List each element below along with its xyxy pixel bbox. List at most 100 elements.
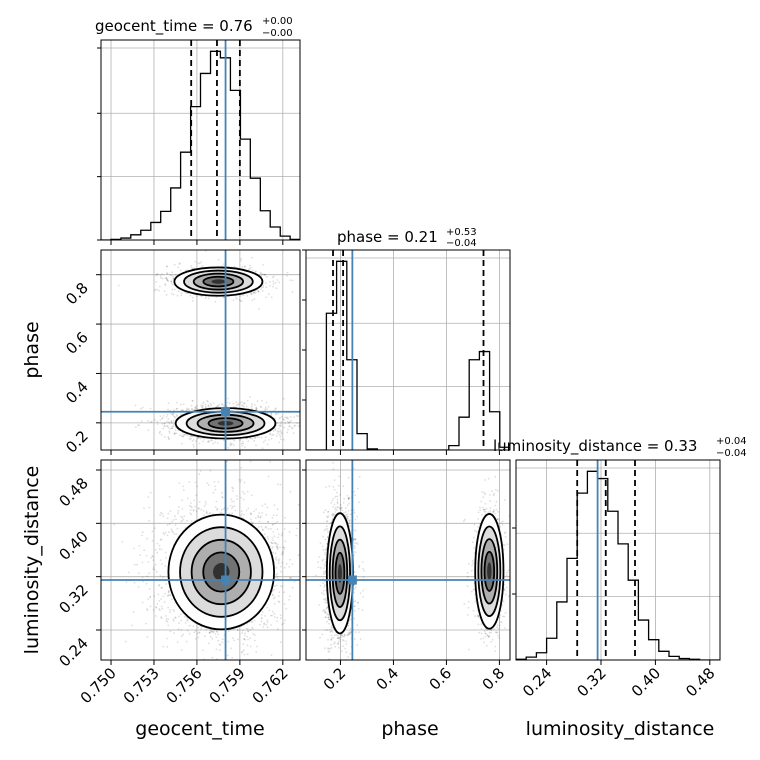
sample-point — [181, 432, 184, 434]
sample-point — [243, 481, 246, 484]
sample-point — [232, 487, 235, 490]
sample-point — [169, 609, 171, 611]
sample-point — [276, 528, 279, 531]
sample-point — [302, 427, 304, 429]
sample-point — [203, 437, 206, 440]
sample-point — [171, 422, 173, 425]
sample-point — [249, 437, 252, 440]
sample-point — [141, 531, 144, 534]
sample-point — [292, 432, 295, 435]
sample-point — [274, 408, 277, 410]
sample-point — [171, 412, 174, 415]
sample-point — [240, 514, 243, 517]
sample-point — [289, 558, 291, 561]
sample-point — [194, 481, 197, 484]
sample-point — [204, 635, 206, 638]
sample-point — [166, 279, 169, 282]
sample-point — [286, 274, 288, 277]
sample-point — [249, 645, 252, 648]
sample-point — [232, 402, 235, 405]
sample-point — [250, 513, 253, 516]
sample-point — [201, 265, 204, 268]
sample-point — [160, 433, 163, 436]
sample-point — [158, 583, 161, 586]
sample-point — [207, 404, 210, 406]
sample-point — [185, 640, 188, 643]
sample-point — [266, 606, 269, 609]
sample-point — [166, 425, 169, 428]
sample-point — [145, 622, 148, 625]
sample-point — [251, 437, 254, 440]
sample-point — [149, 407, 152, 410]
sample-point — [152, 566, 155, 568]
sample-point — [262, 441, 265, 443]
sample-point — [166, 279, 169, 281]
sample-point — [167, 590, 170, 593]
sample-point — [180, 435, 183, 437]
sample-point — [215, 296, 218, 299]
sample-point — [280, 425, 282, 427]
sample-point — [181, 499, 184, 502]
sample-point — [156, 603, 159, 605]
sample-point — [172, 423, 175, 426]
sample-point — [191, 299, 194, 302]
sample-point — [192, 399, 194, 402]
sample-point — [208, 632, 211, 634]
sample-point — [127, 571, 130, 574]
sample-point — [264, 408, 267, 410]
sample-point — [253, 634, 256, 636]
sample-point — [285, 607, 288, 610]
sample-point — [280, 553, 283, 555]
sample-point — [168, 428, 171, 430]
sample-point — [186, 619, 189, 622]
sample-point — [275, 413, 277, 416]
sample-point — [133, 581, 136, 584]
sample-point — [190, 505, 193, 508]
sample-point — [176, 641, 179, 643]
sample-point — [232, 299, 235, 301]
sample-point — [262, 284, 264, 287]
sample-point — [163, 600, 166, 603]
sample-point — [217, 258, 220, 261]
sample-point — [170, 280, 173, 283]
sample-point — [262, 286, 265, 289]
sample-point — [273, 588, 276, 591]
sample-point — [211, 637, 214, 640]
sample-point — [260, 406, 263, 409]
sample-point — [256, 400, 259, 403]
sample-point — [181, 516, 184, 519]
sample-point — [227, 446, 230, 449]
hist-grid-geocent_time — [101, 40, 300, 240]
sample-point — [273, 430, 275, 432]
sample-point — [276, 548, 279, 551]
sample-point — [221, 403, 224, 406]
sample-point — [175, 401, 178, 404]
sample-point — [134, 404, 137, 407]
sample-point — [160, 616, 163, 619]
sample-point — [249, 264, 251, 267]
sample-point — [218, 404, 221, 406]
sample-point — [254, 292, 257, 294]
sample-point — [156, 423, 159, 425]
sample-point — [279, 425, 281, 427]
sample-point — [280, 431, 283, 434]
sample-point — [160, 598, 163, 600]
sample-point — [260, 617, 263, 619]
sample-point — [159, 419, 162, 421]
sample-point — [167, 437, 170, 440]
sample-point — [273, 596, 276, 599]
sample-point — [192, 625, 195, 628]
sample-point — [169, 594, 172, 597]
sample-point — [152, 559, 155, 561]
sample-point — [194, 408, 197, 411]
sample-point — [258, 512, 261, 514]
sample-point — [268, 609, 271, 612]
sample-point — [164, 283, 167, 285]
sample-point — [253, 291, 256, 294]
sample-point — [270, 413, 272, 415]
sample-point — [171, 427, 173, 430]
sample-point — [141, 576, 144, 579]
density-1 — [113, 460, 300, 660]
sample-point — [163, 290, 166, 292]
sample-point — [233, 505, 236, 508]
